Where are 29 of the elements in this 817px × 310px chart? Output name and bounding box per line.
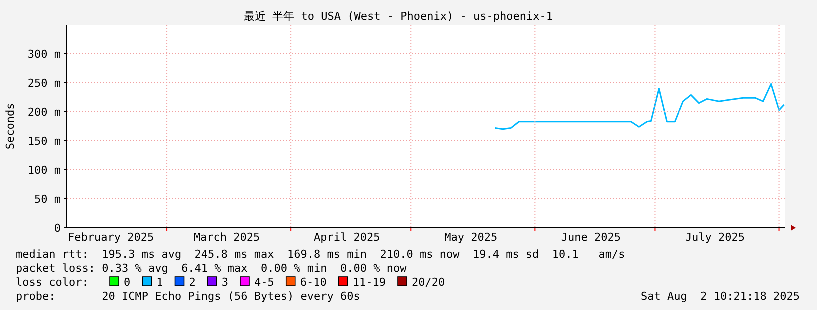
x-tick-label: July 2025 [685,231,746,244]
text: median rtt: 195.3 ms avg 245.8 ms max 169.8 ms min 210.0 ms now 19.4 ms sd 10.1 am/s [16,248,626,261]
legend-label: 11-19 [352,276,386,289]
legend-label: 4-5 [254,276,274,289]
text: probe: 20 ICMP Echo Pings (56 Bytes) every 60s [16,290,360,303]
legend-label: 20/20 [412,276,446,289]
y-tick-label: 100 m [28,164,62,177]
y-tick-label: 150 m [28,135,62,148]
y-tick-label: 200 m [28,106,62,119]
x-tick-label: March 2025 [194,231,260,244]
y-tick-label: 50 m [34,193,62,206]
legend-label: 1 [156,276,164,289]
legend-label: 0 [124,276,131,289]
legend-title: loss color: [16,276,89,289]
text: packet loss: 0.33 % avg 6.41 % max 0.00 % min 0.00 % now [16,262,408,275]
x-tick-label: May 2025 [444,231,498,244]
legend-label: 3 [222,276,228,289]
legend-label: 6-10 [300,276,327,289]
line-series [494,83,786,130]
legend-label: 2 [189,276,196,289]
x-tick-label: April 2025 [314,231,380,244]
x-tick-label: June 2025 [561,231,622,244]
y-tick-label: 250 m [28,77,62,90]
x-tick-label: February 2025 [68,231,154,244]
y-tick-label: 0 [54,222,61,235]
y-axis-title: Seconds [4,103,17,150]
chart-title: 最近 半年 to USA (West - Phoenix) - us-phoenix-1 [244,10,553,23]
y-tick-label: 300 m [28,48,62,61]
text: Sat Aug 2 10:21:18 2025 [641,290,800,303]
